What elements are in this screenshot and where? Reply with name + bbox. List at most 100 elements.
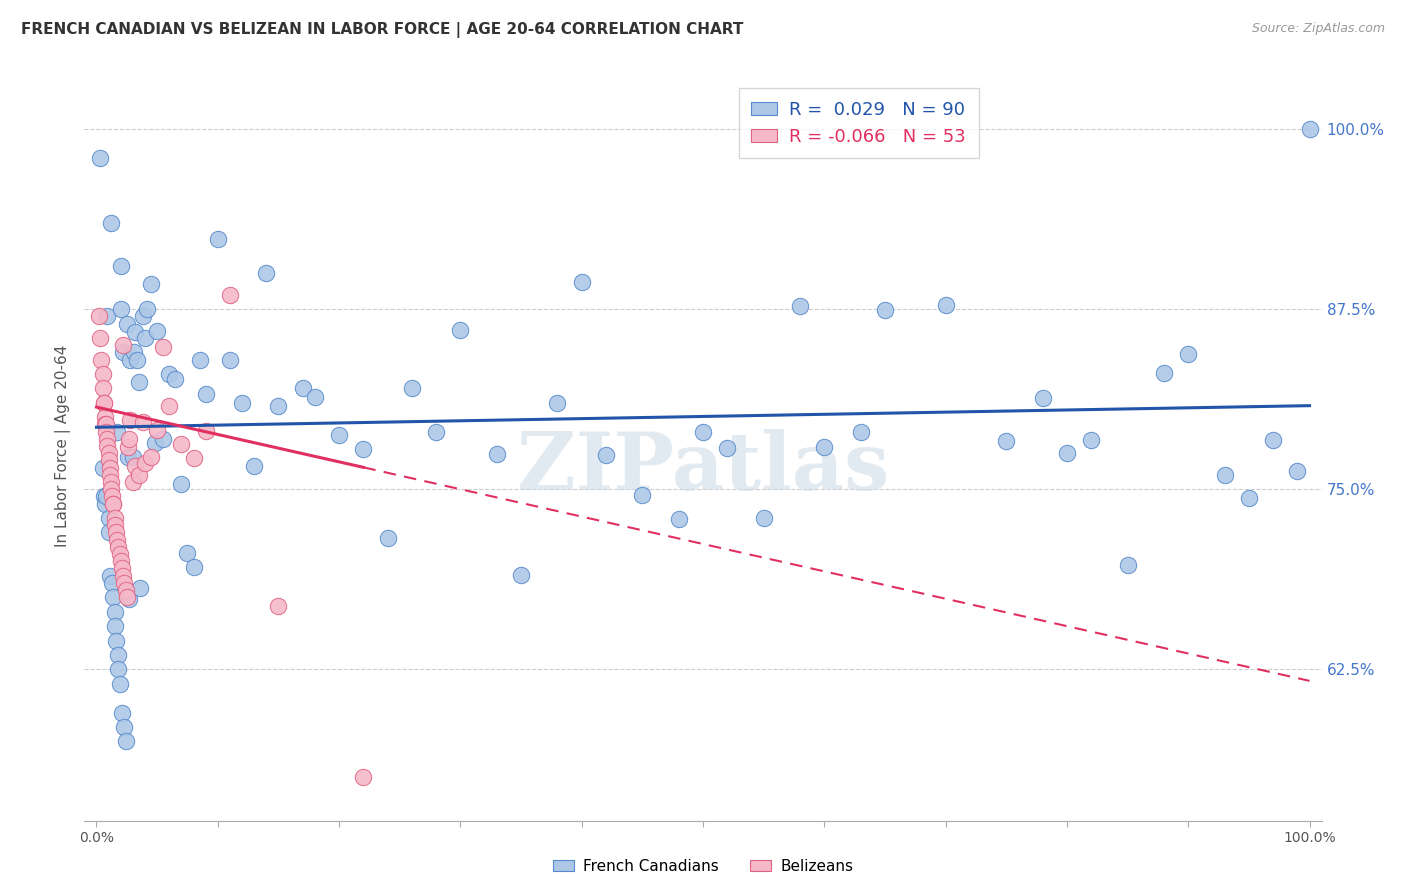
Point <box>267 399 290 413</box>
Point <box>100 216 122 230</box>
Point <box>401 381 423 395</box>
Point <box>98 467 121 482</box>
Point <box>789 299 811 313</box>
Point <box>134 331 156 345</box>
Point <box>146 424 169 438</box>
Point <box>122 475 145 489</box>
Point <box>94 497 117 511</box>
Text: FRENCH CANADIAN VS BELIZEAN IN LABOR FORCE | AGE 20-64 CORRELATION CHART: FRENCH CANADIAN VS BELIZEAN IN LABOR FOR… <box>21 22 744 38</box>
Point <box>93 396 115 410</box>
Point <box>377 531 399 545</box>
Point <box>110 259 132 273</box>
Point <box>243 458 266 473</box>
Point <box>115 591 138 605</box>
Point <box>107 648 129 662</box>
Point <box>103 497 125 511</box>
Point <box>716 441 738 455</box>
Point <box>131 310 153 324</box>
Point <box>1298 122 1320 136</box>
Point <box>183 451 205 466</box>
Point <box>304 390 326 404</box>
Point <box>125 352 148 367</box>
Point <box>485 447 508 461</box>
Point <box>267 599 290 613</box>
Point <box>1032 391 1054 405</box>
Text: Source: ZipAtlas.com: Source: ZipAtlas.com <box>1251 22 1385 36</box>
Point <box>1213 467 1236 482</box>
Point <box>98 460 121 475</box>
Point <box>1080 433 1102 447</box>
Point <box>935 298 957 312</box>
Point <box>124 325 146 339</box>
Point <box>104 633 127 648</box>
Point <box>115 317 138 331</box>
Point <box>89 331 111 345</box>
Point <box>1261 433 1284 447</box>
Point <box>104 511 127 525</box>
Point <box>328 428 350 442</box>
Point <box>849 425 872 439</box>
Point <box>96 439 118 453</box>
Point <box>995 434 1018 449</box>
Point <box>813 440 835 454</box>
Point <box>87 310 110 324</box>
Point <box>96 310 118 324</box>
Point <box>111 561 134 575</box>
Point <box>96 425 118 439</box>
Point <box>291 381 314 395</box>
Point <box>110 302 132 317</box>
Point <box>595 448 617 462</box>
Point <box>152 432 174 446</box>
Point <box>122 450 145 465</box>
Point <box>165 372 187 386</box>
Point <box>692 425 714 439</box>
Point <box>146 324 169 338</box>
Point <box>112 575 135 590</box>
Point <box>117 450 139 464</box>
Point <box>118 432 141 446</box>
Point <box>139 450 162 465</box>
Point <box>91 367 114 381</box>
Point <box>110 554 132 568</box>
Point <box>114 734 136 748</box>
Point <box>104 619 127 633</box>
Y-axis label: In Labor Force | Age 20-64: In Labor Force | Age 20-64 <box>55 345 72 547</box>
Point <box>105 533 128 547</box>
Point <box>97 511 120 525</box>
Point <box>425 425 447 439</box>
Point <box>128 375 150 389</box>
Point <box>97 446 120 460</box>
Point <box>120 413 142 427</box>
Point <box>157 367 180 381</box>
Point <box>139 277 162 292</box>
Point <box>1056 446 1078 460</box>
Point <box>571 276 593 290</box>
Point <box>352 442 374 456</box>
Point <box>104 518 127 533</box>
Point <box>1237 491 1260 505</box>
Point <box>1286 464 1309 478</box>
Point <box>170 437 193 451</box>
Point <box>219 288 242 302</box>
Point <box>546 396 568 410</box>
Point <box>152 340 174 354</box>
Point <box>510 568 533 582</box>
Point <box>103 497 125 511</box>
Point <box>194 424 217 438</box>
Point <box>449 323 471 337</box>
Point <box>112 345 135 359</box>
Point <box>873 303 896 318</box>
Point <box>176 545 198 559</box>
Point <box>104 525 127 540</box>
Point <box>668 512 690 526</box>
Point <box>1153 366 1175 380</box>
Point <box>194 387 217 401</box>
Legend: French Canadians, Belizeans: French Canadians, Belizeans <box>547 853 859 880</box>
Point <box>93 396 115 410</box>
Point <box>170 477 193 491</box>
Point <box>129 581 152 595</box>
Point <box>231 396 253 410</box>
Point <box>122 345 145 359</box>
Point <box>117 440 139 454</box>
Point <box>112 720 135 734</box>
